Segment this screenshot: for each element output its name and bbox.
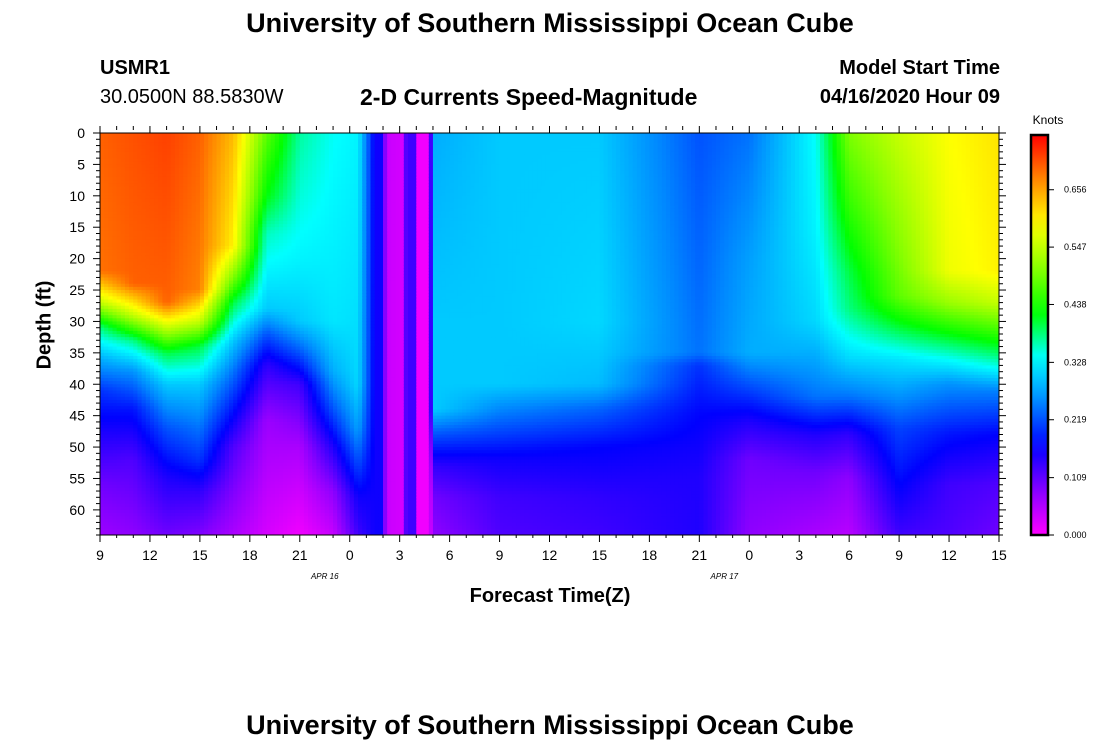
heatmap-cells (100, 133, 1000, 536)
